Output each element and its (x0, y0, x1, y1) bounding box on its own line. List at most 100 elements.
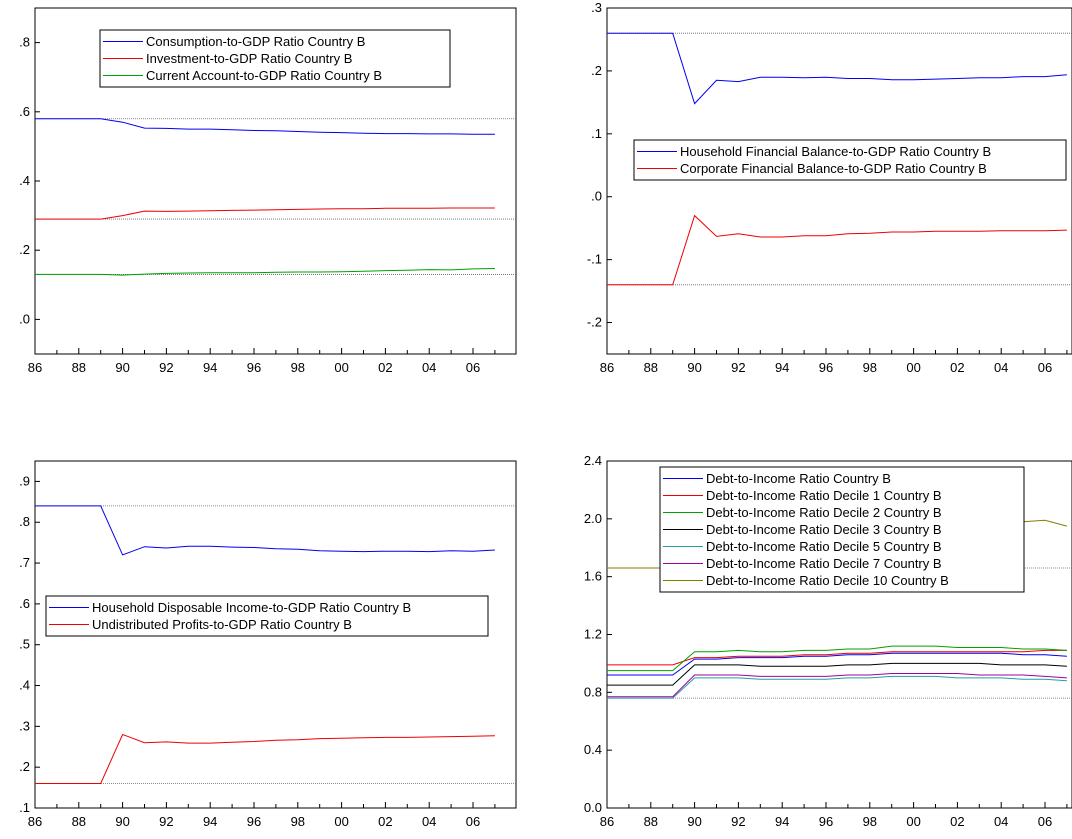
y-tick-label: .7 (19, 555, 30, 570)
x-tick-label: 98 (291, 814, 305, 829)
x-tick-label: 94 (203, 360, 217, 375)
y-tick-label: .4 (19, 678, 30, 693)
chart-debt-to-income: 0.0 0.4 0.8 1.2 1.6 2.0 2.4 86 88 90 92 94 96 98 00 02 0… (584, 453, 1072, 829)
x-tick-label: 98 (863, 360, 877, 375)
legend-label: Debt-to-Income Ratio Decile 1 Country B (706, 488, 942, 503)
y-tick-label: -.2 (587, 315, 602, 330)
legend-box (633, 139, 1067, 181)
y-tick-label: .2 (19, 759, 30, 774)
series-line (607, 673, 1067, 698)
x-tick-label: 00 (906, 360, 920, 375)
x-tick-label: 02 (378, 814, 392, 829)
x-tick-label: 96 (247, 360, 261, 375)
y-tick-label: .0 (19, 311, 30, 326)
y-tick-label: .6 (19, 104, 30, 119)
legend: Household Financial Balance-to-GDP Ratio… (633, 139, 1067, 181)
legend: Debt-to-Income Ratio Country B Debt-to-In… (659, 466, 1025, 593)
y-tick-label: .6 (19, 596, 30, 611)
chart-income-profits: .1 .2 .3 .4 .5 .6 .7 .8 .9 86 88 90 92 94 96 98 00 02 04 06… (19, 460, 517, 829)
series-line (35, 505, 495, 556)
x-tick-label: 88 (72, 814, 86, 829)
y-tick-label: -.1 (587, 252, 602, 267)
y-tick-label: .1 (591, 126, 602, 141)
x-tick-label: 94 (203, 814, 217, 829)
legend-label: Undistributed Profits-to-GDP Ratio Count… (92, 617, 352, 632)
series-group (607, 32, 1067, 286)
legend-label: Debt-to-Income Ratio Decile 2 Country B (706, 505, 942, 520)
legend-label: Debt-to-Income Ratio Decile 7 Country B (706, 556, 942, 571)
x-tick-label: 98 (863, 814, 877, 829)
x-tick-label: 04 (994, 360, 1008, 375)
y-tick-label: .1 (19, 800, 30, 815)
legend-label: Corporate Financial Balance-to-GDP Ratio… (680, 161, 987, 176)
y-tick-label: .2 (19, 242, 30, 257)
legend-label: Household Financial Balance-to-GDP Ratio… (680, 144, 991, 159)
series-line (35, 207, 495, 220)
series-line (607, 652, 1067, 676)
legend-label: Investment-to-GDP Ratio Country B (146, 51, 352, 66)
series-line (35, 733, 495, 784)
x-tick-label: 90 (687, 814, 701, 829)
x-tick-label: 96 (819, 360, 833, 375)
x-tick-label: 06 (1038, 814, 1052, 829)
y-tick-label: 2.0 (584, 511, 602, 526)
x-tick-label: 06 (1038, 360, 1052, 375)
x-tick-label: 86 (28, 360, 42, 375)
x-tick-label: 02 (950, 814, 964, 829)
x-tick-label: 88 (644, 814, 658, 829)
x-tick-label: 02 (950, 360, 964, 375)
x-tick-label: 00 (906, 814, 920, 829)
x-tick-label: 90 (115, 814, 129, 829)
x-tick-label: 98 (291, 360, 305, 375)
series-line (607, 662, 1067, 686)
x-tick-label: 90 (687, 360, 701, 375)
chart-financial-balances: -.2 -.1 .0 .1 .2 .3 86 88 90 92 94 96 98 00 02 04 06 Hous… (587, 0, 1072, 375)
legend-label: Debt-to-Income Ratio Country B (706, 471, 891, 486)
series-group (35, 118, 495, 276)
legend-box (45, 595, 489, 637)
x-tick-label: 92 (731, 814, 745, 829)
y-tick-label: 1.6 (584, 569, 602, 584)
y-tick-label: .8 (19, 35, 30, 50)
series-line (607, 649, 1067, 666)
y-tick-label: .3 (19, 718, 30, 733)
y-tick-label: .0 (591, 189, 602, 204)
x-tick-label: 94 (775, 814, 789, 829)
y-tick-label: .2 (591, 63, 602, 78)
series-line (35, 268, 495, 276)
plot-frame (606, 7, 1072, 355)
y-tick-label: 0.8 (584, 684, 602, 699)
y-tick-label: .4 (19, 173, 30, 188)
chart-consumption-investment-current-account: .0 .2 .4 .6 .8 86 88 90 92 94 96 98 00 02 04 06 Consumpt… (19, 7, 517, 375)
y-tick-label: 2.4 (584, 453, 602, 468)
x-tick-label: 90 (115, 360, 129, 375)
x-tick-label: 06 (466, 360, 480, 375)
legend: Household Disposable Income-to-GDP Ratio… (45, 595, 489, 637)
legend-label: Current Account-to-GDP Ratio Country B (146, 68, 382, 83)
legend-box (659, 466, 1025, 593)
x-tick-label: 92 (731, 360, 745, 375)
y-tick-label: 0.0 (584, 800, 602, 815)
y-tick-label: 0.4 (584, 742, 602, 757)
series-line (607, 645, 1067, 672)
x-tick-label: 04 (994, 814, 1008, 829)
y-tick-label: .9 (19, 473, 30, 488)
series-line (607, 32, 1067, 105)
x-tick-label: 96 (819, 814, 833, 829)
y-tick-label: .3 (591, 0, 602, 15)
legend-label: Debt-to-Income Ratio Decile 10 Country B (706, 573, 949, 588)
legend-label: Consumption-to-GDP Ratio Country B (146, 34, 365, 49)
legend-label: Debt-to-Income Ratio Decile 3 Country B (706, 522, 942, 537)
x-tick-label: 96 (247, 814, 261, 829)
x-tick-label: 02 (378, 360, 392, 375)
x-tick-label: 88 (644, 360, 658, 375)
y-tick-label: .8 (19, 514, 30, 529)
x-tick-label: 92 (159, 814, 173, 829)
x-tick-label: 86 (600, 360, 614, 375)
series-line (607, 214, 1067, 286)
x-tick-label: 86 (600, 814, 614, 829)
x-tick-label: 88 (72, 360, 86, 375)
legend: Consumption-to-GDP Ratio Country B Invest… (99, 29, 451, 88)
x-tick-label: 94 (775, 360, 789, 375)
